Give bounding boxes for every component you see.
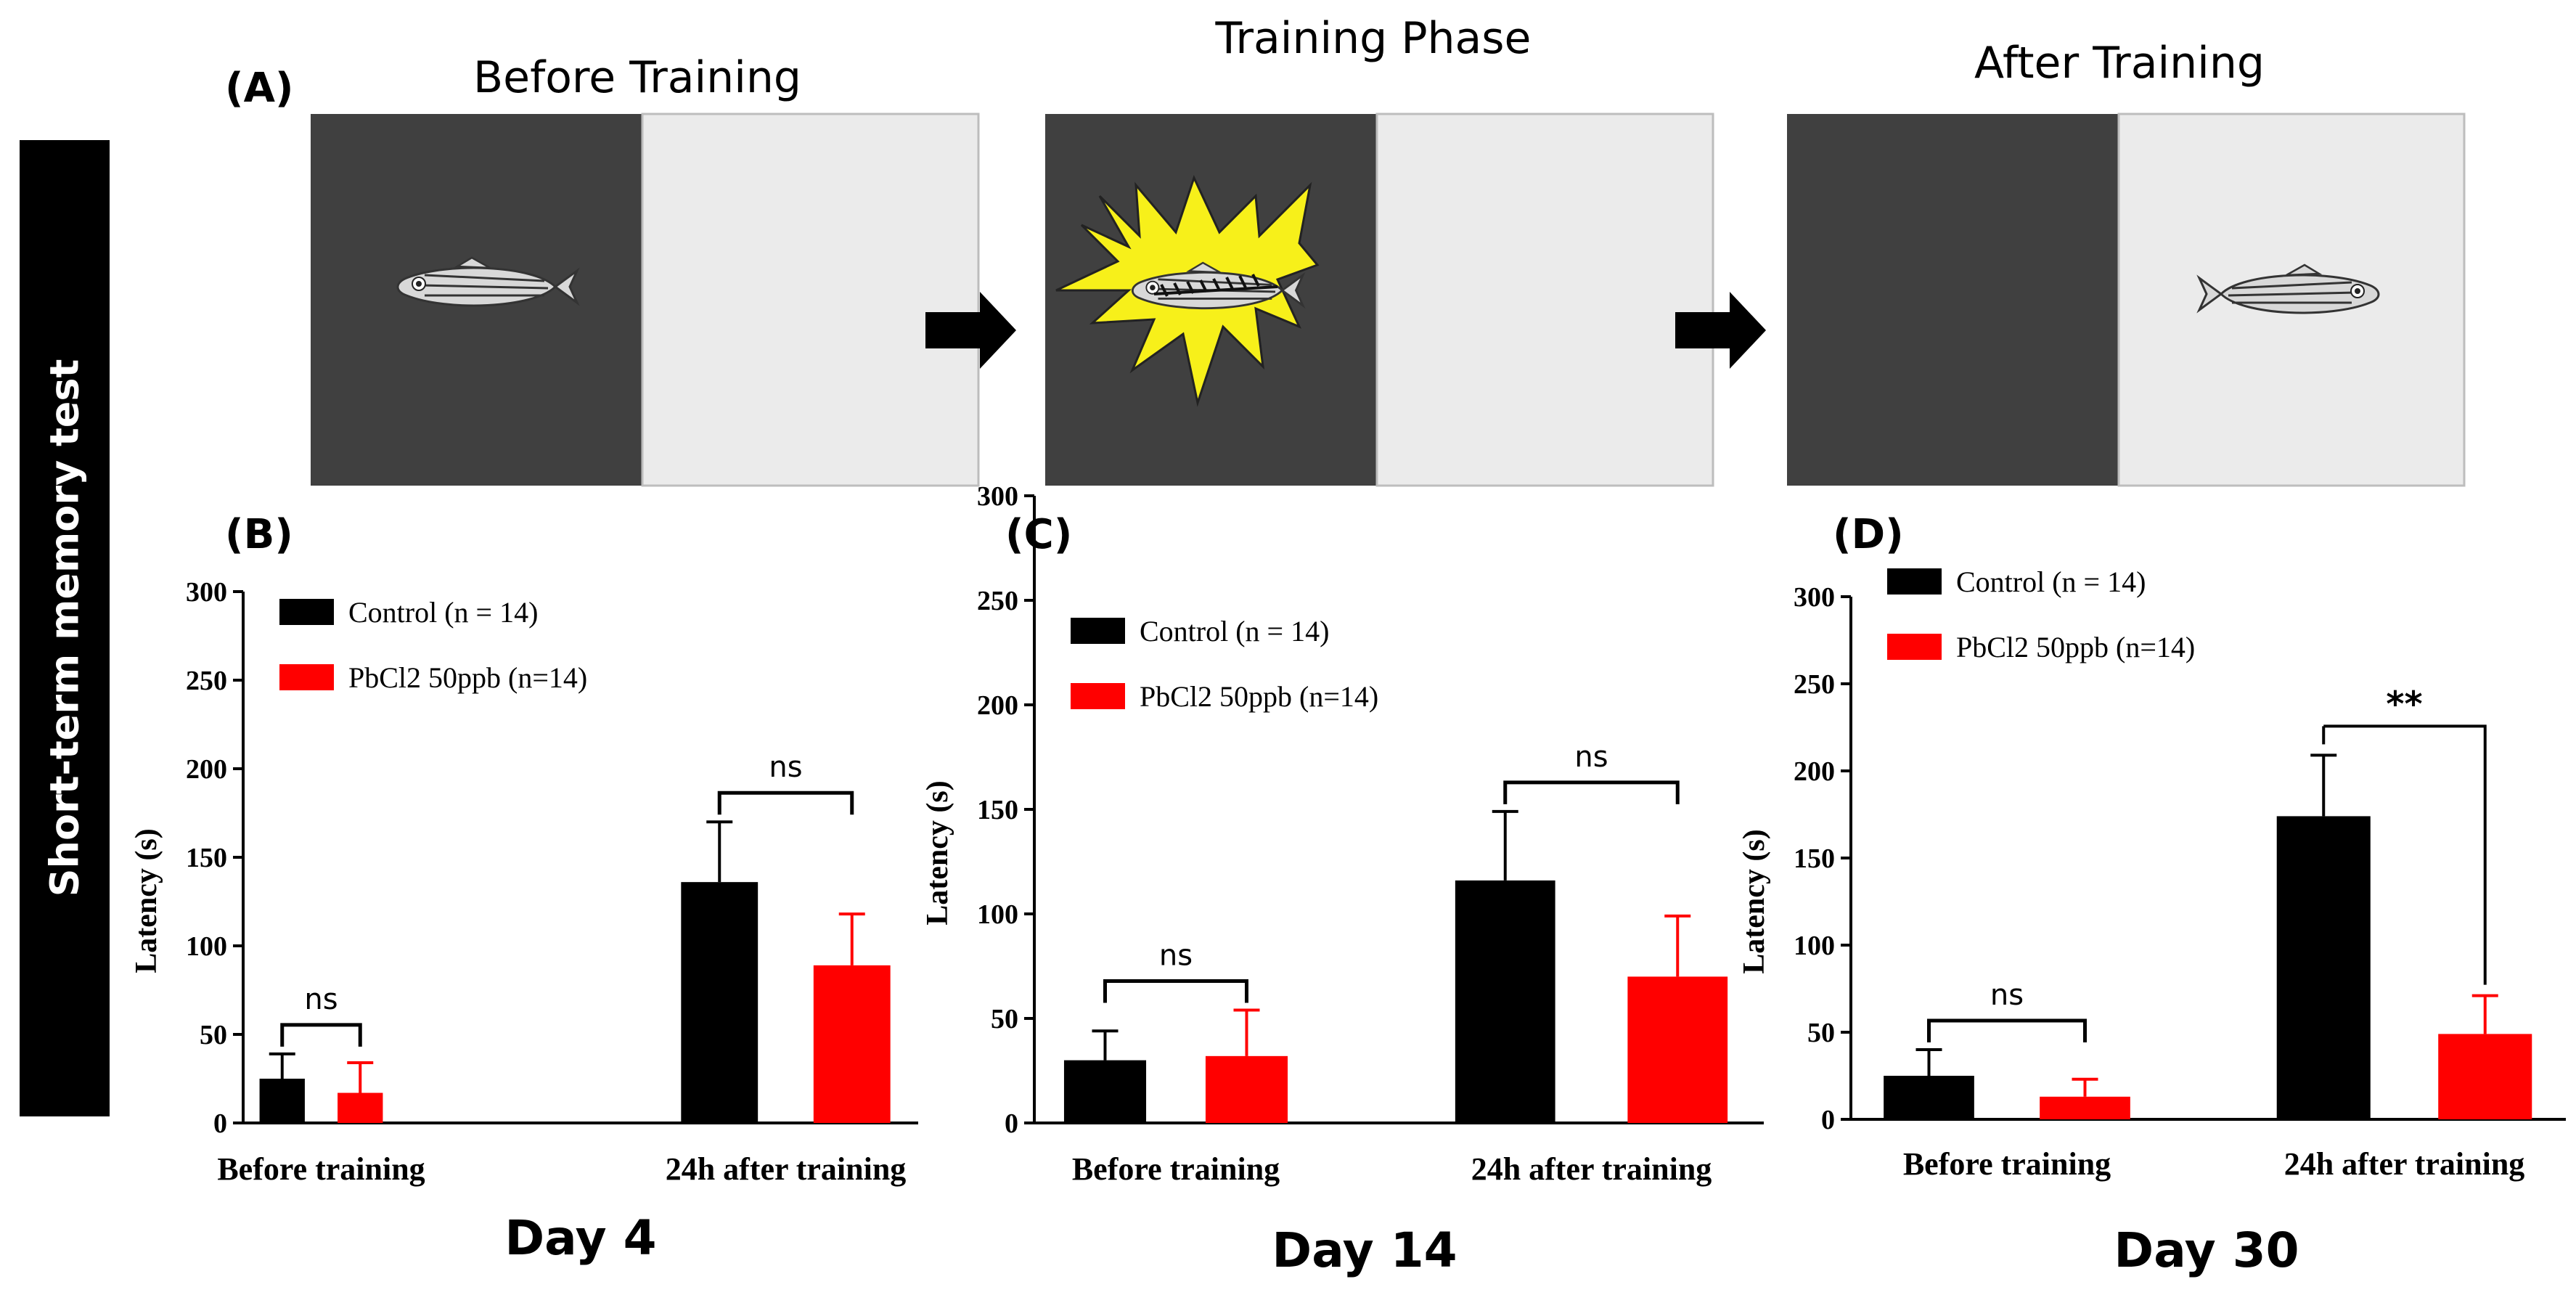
y-tick-label: 250 bbox=[186, 666, 227, 696]
panel-label: (D) bbox=[1833, 511, 1904, 558]
panel-a-label: (A) bbox=[225, 65, 294, 112]
y-tick-label: 100 bbox=[977, 899, 1018, 930]
significance-bracket bbox=[2323, 724, 2487, 985]
tank-training bbox=[1045, 113, 1714, 487]
bar bbox=[259, 1079, 305, 1123]
bar bbox=[1455, 880, 1555, 1123]
legend-swatch bbox=[1071, 683, 1125, 709]
y-tick-label: 300 bbox=[977, 481, 1018, 512]
y-tick-label: 250 bbox=[977, 586, 1018, 616]
chart-day-4: (B) 0 50 100 150 200 250 300 Latency (s) Before t… bbox=[130, 511, 918, 1266]
x-category-label: 24h after training bbox=[1471, 1151, 1712, 1187]
legend-swatch bbox=[1071, 618, 1125, 644]
x-category-label: Before training bbox=[1072, 1151, 1280, 1187]
bar bbox=[2040, 1096, 2130, 1119]
y-tick-label: 150 bbox=[1794, 843, 1835, 874]
legend-swatch bbox=[1887, 634, 1942, 660]
significance-label: ns bbox=[1990, 979, 2024, 1012]
significance-bracket bbox=[1103, 979, 1248, 1003]
legend-label: Control (n = 14) bbox=[1140, 615, 1329, 648]
bar bbox=[813, 965, 891, 1123]
panel-a: (A) Before Training Training Phase After… bbox=[225, 13, 2466, 487]
bar bbox=[1205, 1055, 1288, 1123]
bar bbox=[1884, 1076, 1974, 1119]
chart-day-30: (D) 0 50 100 150 200 250 300 Latency (s) Before t… bbox=[1738, 511, 2566, 1278]
arrow-right-icon bbox=[925, 292, 1016, 369]
panel-label: (C) bbox=[1005, 511, 1072, 558]
chart-day-14: (C) 0 50 100 150 200 250 300 Latency (s) Before t… bbox=[921, 481, 1764, 1278]
stage-title-training: Training Phase bbox=[1215, 13, 1532, 64]
side-label-box: Short-term memory test bbox=[20, 140, 110, 1116]
y-tick-label: 200 bbox=[1794, 756, 1835, 787]
legend-swatch bbox=[279, 664, 334, 690]
chart-title: Day 4 bbox=[504, 1210, 656, 1266]
significance-bracket bbox=[1503, 780, 1680, 804]
chart-title: Day 14 bbox=[1272, 1222, 1457, 1278]
significance-label: ** bbox=[2386, 684, 2422, 724]
legend-label: PbCl2 50ppb (n=14) bbox=[1140, 680, 1378, 713]
x-category-label: 24h after training bbox=[2284, 1146, 2525, 1182]
bar bbox=[2438, 1034, 2532, 1119]
y-tick-label: 50 bbox=[1807, 1018, 1835, 1048]
bar bbox=[2276, 816, 2371, 1119]
legend-label: PbCl2 50ppb (n=14) bbox=[348, 661, 587, 694]
y-tick-label: 150 bbox=[977, 795, 1018, 825]
tank-after bbox=[1787, 113, 2466, 487]
bar bbox=[681, 882, 759, 1123]
bar bbox=[338, 1092, 383, 1123]
significance-label: ns bbox=[1159, 939, 1193, 972]
legend-swatch bbox=[279, 599, 334, 625]
significance-label: ns bbox=[769, 751, 802, 784]
arrow-right-icon bbox=[1675, 292, 1766, 369]
y-axis-label: Latency (s) bbox=[130, 828, 163, 973]
x-category-label: Before training bbox=[217, 1151, 425, 1187]
y-tick-label: 200 bbox=[977, 690, 1018, 721]
y-tick-label: 300 bbox=[1794, 582, 1835, 613]
y-tick-label: 50 bbox=[991, 1004, 1018, 1034]
y-axis-label: Latency (s) bbox=[921, 780, 954, 925]
significance-bracket bbox=[280, 1023, 362, 1047]
y-tick-label: 0 bbox=[1821, 1105, 1835, 1135]
stage-title-after: After Training bbox=[1974, 38, 2265, 89]
legend-label: Control (n = 14) bbox=[348, 596, 538, 629]
significance-label: ns bbox=[304, 983, 338, 1016]
significance-label: ns bbox=[1574, 740, 1608, 774]
y-tick-label: 150 bbox=[186, 843, 227, 873]
y-tick-label: 100 bbox=[186, 931, 227, 962]
y-tick-label: 300 bbox=[186, 577, 227, 608]
significance-bracket bbox=[1927, 1018, 2087, 1042]
panel-label: (B) bbox=[225, 511, 293, 558]
y-tick-label: 0 bbox=[213, 1108, 227, 1139]
significance-bracket bbox=[717, 791, 854, 815]
y-axis-label: Latency (s) bbox=[1738, 829, 1771, 973]
x-category-label: 24h after training bbox=[666, 1151, 907, 1187]
side-label-text: Short-term memory test bbox=[42, 359, 88, 897]
chart-title: Day 30 bbox=[2114, 1222, 2299, 1278]
stage-title-before: Before Training bbox=[473, 52, 801, 103]
x-category-label: Before training bbox=[1903, 1146, 2111, 1182]
legend-label: Control (n = 14) bbox=[1956, 565, 2146, 598]
tank-before bbox=[311, 113, 980, 487]
y-tick-label: 100 bbox=[1794, 931, 1835, 961]
y-tick-label: 0 bbox=[1005, 1108, 1018, 1139]
y-tick-label: 250 bbox=[1794, 669, 1835, 700]
legend-label: PbCl2 50ppb (n=14) bbox=[1956, 631, 2195, 663]
y-tick-label: 50 bbox=[200, 1020, 227, 1050]
bar bbox=[1627, 976, 1728, 1123]
y-tick-label: 200 bbox=[186, 754, 227, 785]
legend-swatch bbox=[1887, 568, 1942, 595]
bar bbox=[1063, 1060, 1147, 1123]
